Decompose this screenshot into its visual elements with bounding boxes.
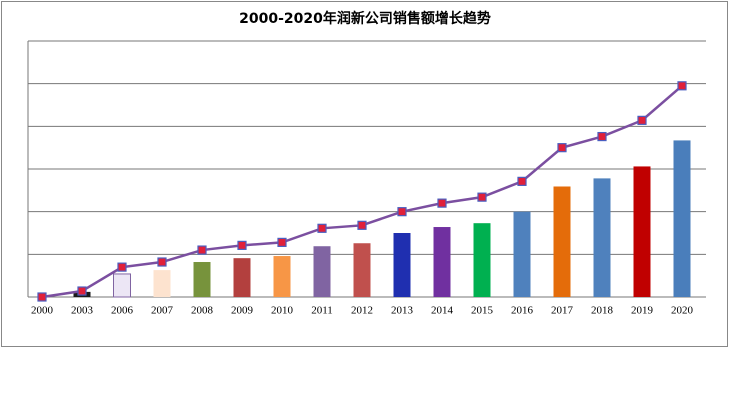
bar bbox=[233, 258, 251, 297]
x-tick-label: 2019 bbox=[631, 305, 654, 317]
marker bbox=[197, 245, 207, 255]
bar bbox=[673, 140, 691, 297]
x-tick-label: 2015 bbox=[471, 305, 494, 317]
x-tick-label: 2012 bbox=[351, 305, 373, 317]
marker bbox=[517, 176, 527, 186]
marker bbox=[237, 240, 247, 250]
bar bbox=[153, 270, 171, 297]
x-tick-label: 2016 bbox=[511, 305, 534, 317]
marker bbox=[597, 131, 607, 142]
x-tick-label: 2006 bbox=[111, 305, 134, 317]
marker bbox=[37, 292, 47, 302]
bar bbox=[193, 262, 211, 297]
marker bbox=[637, 115, 647, 125]
bar bbox=[313, 246, 331, 297]
chart-title: 2000-2020年润新公司销售额增长趋势 bbox=[239, 10, 491, 27]
bar bbox=[433, 227, 451, 297]
bar bbox=[513, 211, 531, 297]
x-tick-label: 2007 bbox=[151, 305, 174, 317]
x-tick-label: 2003 bbox=[71, 305, 94, 317]
marker bbox=[357, 220, 367, 230]
x-tick-label: 2018 bbox=[591, 305, 614, 317]
bar bbox=[393, 233, 411, 297]
marker bbox=[157, 257, 167, 267]
x-tick-label: 2010 bbox=[271, 305, 294, 317]
x-tick-label: 2000 bbox=[31, 305, 54, 317]
bar bbox=[473, 223, 491, 297]
bar bbox=[593, 178, 611, 297]
marker bbox=[277, 237, 287, 247]
marker bbox=[677, 81, 687, 91]
bar bbox=[553, 186, 571, 297]
x-tick-label: 2020 bbox=[671, 305, 694, 317]
marker bbox=[557, 143, 567, 153]
bar bbox=[353, 243, 371, 297]
bar bbox=[273, 256, 291, 297]
x-tick-label: 2008 bbox=[191, 305, 214, 317]
x-tick-label: 2014 bbox=[431, 305, 454, 317]
marker bbox=[397, 207, 407, 217]
bar bbox=[113, 273, 131, 298]
x-tick-label: 2013 bbox=[391, 305, 414, 317]
bar bbox=[633, 166, 651, 297]
marker bbox=[477, 192, 487, 202]
marker bbox=[437, 198, 447, 208]
marker bbox=[77, 286, 87, 296]
marker bbox=[317, 223, 327, 233]
x-tick-label: 2009 bbox=[231, 305, 254, 317]
x-tick-label: 2017 bbox=[551, 305, 574, 317]
x-tick-label: 2011 bbox=[311, 305, 333, 317]
marker bbox=[117, 262, 127, 272]
